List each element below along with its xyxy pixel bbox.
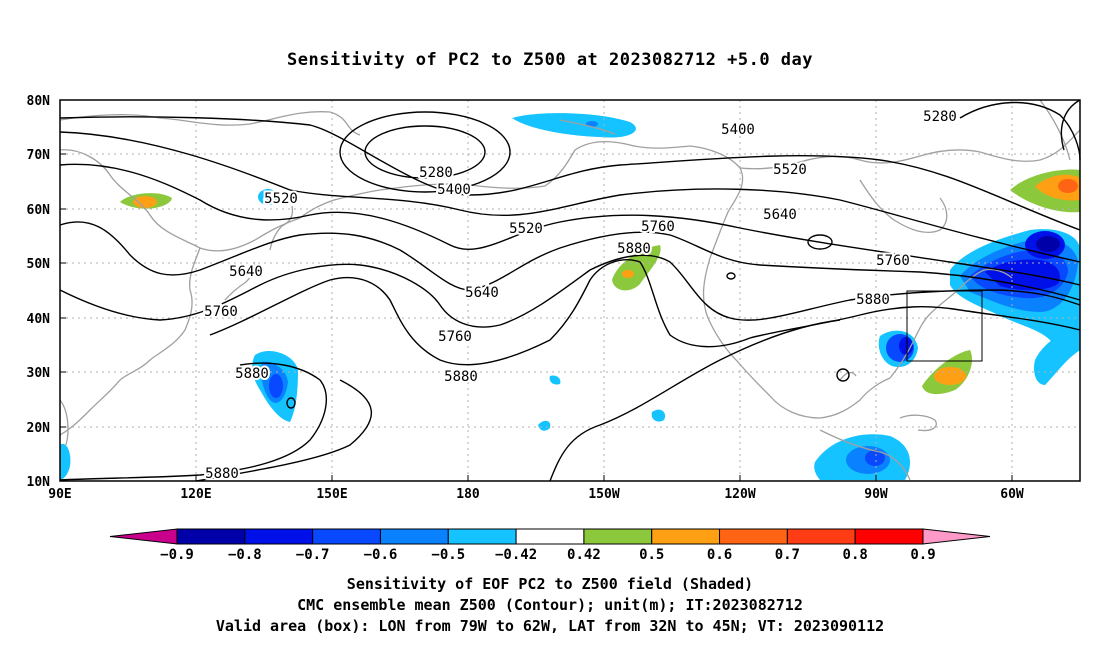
contour-label: 5520 [773, 162, 807, 178]
colorbar-label: −0.7 [296, 547, 330, 563]
contour-label: 5880 [205, 466, 239, 482]
lat-lon-grid [60, 100, 1080, 481]
lat-label: 10N [27, 475, 51, 490]
contour-label: 5880 [444, 369, 478, 385]
lon-label: 120E [180, 487, 211, 502]
colorbar-max-triangle [922, 528, 991, 545]
colorbar-min-triangle [109, 528, 178, 545]
coastlines [59, 99, 1081, 481]
colorbar-label: −0.5 [431, 547, 465, 563]
contour-label: 5400 [437, 182, 471, 198]
contour-label: 5760 [876, 253, 910, 269]
lat-label: 80N [27, 94, 51, 109]
lat-label: 30N [27, 366, 51, 381]
caption-line: CMC ensemble mean Z500 (Contour); unit(m… [297, 596, 803, 614]
colorbar-segment [447, 528, 517, 545]
contour-label: 5280 [419, 165, 453, 181]
figure-captions: Sensitivity of EOF PC2 to Z500 field (Sh… [0, 574, 1100, 637]
contour-labels: 5280 5400 5520 5520 5640 5640 5760 5760 … [202, 107, 959, 484]
colorbar-label: 0.9 [910, 547, 935, 563]
valid-area-box [906, 290, 983, 362]
shaded-sensitivity [60, 113, 1080, 480]
contour-label: 5280 [923, 109, 957, 125]
contour-label: 5760 [641, 219, 675, 235]
contour-label: 5640 [465, 285, 499, 301]
lon-label: 180 [456, 487, 480, 502]
contour-label: 5880 [235, 366, 269, 382]
lat-label: 20N [27, 421, 51, 436]
colorbar-label: 0.8 [843, 547, 868, 563]
caption-line: Sensitivity of EOF PC2 to Z500 field (Sh… [346, 575, 754, 593]
lat-label: 60N [27, 203, 51, 218]
map-frame [59, 99, 1081, 482]
map-ticks [60, 99, 1013, 481]
colorbar-segment [244, 528, 314, 545]
colorbar-segment [176, 528, 246, 545]
colorbar-segment [583, 528, 653, 545]
lon-label: 60W [1000, 487, 1024, 502]
contour-label: 5880 [617, 241, 651, 257]
colorbar-label: −0.42 [495, 547, 537, 563]
colorbar-segment [379, 528, 449, 545]
colorbar-label: 0.5 [639, 547, 664, 563]
lon-label: 90E [48, 487, 71, 502]
colorbar-label: 0.6 [707, 547, 732, 563]
contour-label: 5520 [509, 221, 543, 237]
contour-label: 5880 [856, 292, 890, 308]
contour-label: 5520 [264, 191, 298, 207]
contour-label: 5400 [721, 122, 755, 138]
lon-label: 90W [864, 487, 888, 502]
colorbar [109, 528, 991, 545]
colorbar-label: −0.6 [364, 547, 398, 563]
lon-label: 150W [588, 487, 619, 502]
contour-label: 5760 [438, 329, 472, 345]
lon-label: 120W [724, 487, 755, 502]
colorbar-segment [719, 528, 788, 545]
contour-label: 5640 [763, 207, 797, 223]
colorbar-segment [854, 528, 924, 545]
lat-label: 40N [27, 312, 51, 327]
colorbar-label: −0.9 [160, 547, 194, 563]
lat-label: 70N [27, 148, 51, 163]
lon-axis-labels: 90E 120E 150E 180 150W 120W 90W 60W [48, 487, 1024, 502]
colorbar-labels: −0.9 −0.8 −0.7 −0.6 −0.5 −0.42 0.42 0.5 0.6 0.7 0.… [160, 547, 936, 563]
contour-label: 5640 [229, 264, 263, 280]
colorbar-segment [515, 528, 585, 545]
colorbar-segment [786, 528, 856, 545]
colorbar-label: 0.42 [567, 547, 601, 563]
colorbar-label: −0.8 [228, 547, 262, 563]
figure-title: Sensitivity of PC2 to Z500 at 2023082712… [286, 50, 813, 70]
contour-label: 5760 [204, 304, 238, 320]
caption-line: Valid area (box): LON from 79W to 62W, L… [215, 617, 885, 635]
lat-label: 50N [27, 257, 51, 272]
colorbar-segment [312, 528, 381, 545]
colorbar-label: 0.7 [775, 547, 800, 563]
lat-axis-labels: 80N 70N 60N 50N 40N 30N 20N 10N [27, 94, 51, 490]
lon-label: 150E [316, 487, 347, 502]
colorbar-segment [651, 528, 721, 545]
z500-contours [59, 99, 1081, 482]
